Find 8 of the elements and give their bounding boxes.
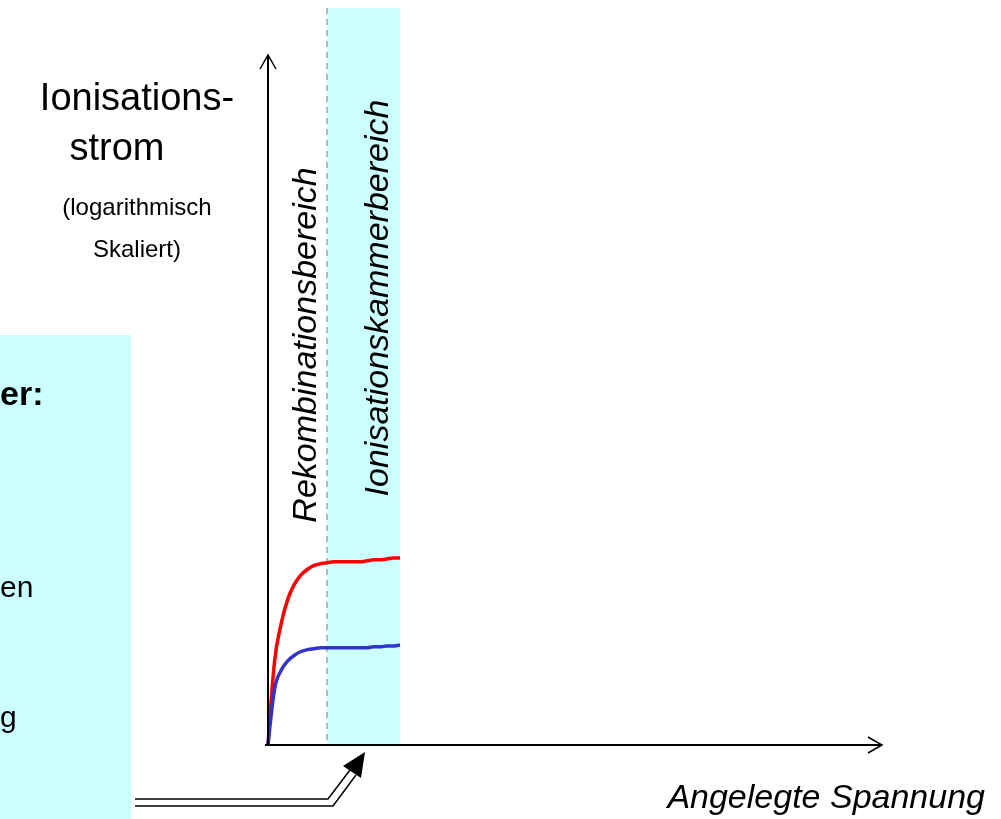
text: Ionisations- strom [39, 76, 235, 168]
text: Ionisationskammerbereich [357, 99, 395, 497]
text: en [0, 570, 34, 603]
text: Rekombinationsbereich [285, 167, 323, 523]
x-axis-title: Angelegte Spannung [665, 777, 986, 815]
text: g [0, 700, 17, 733]
text: (logarithmisch Skaliert) [62, 193, 212, 262]
text: er: [0, 374, 44, 412]
